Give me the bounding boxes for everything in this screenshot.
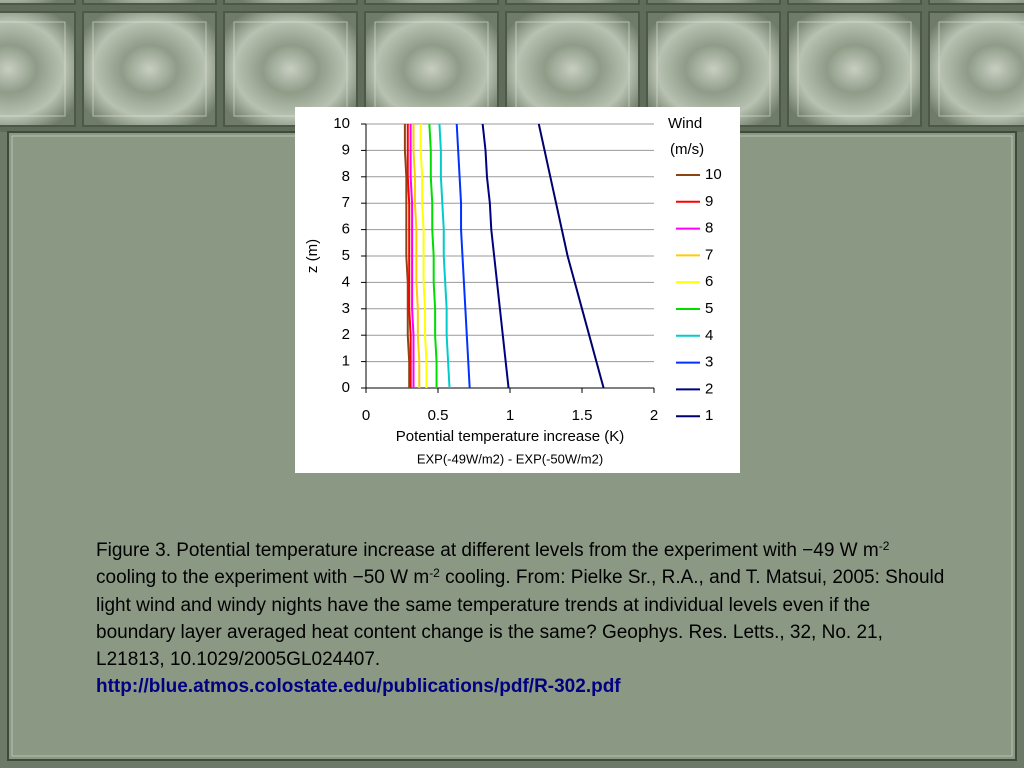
legend-title: Wind xyxy=(668,115,702,132)
chart-subtitle: EXP(-49W/m2) - EXP(-50W/m2) xyxy=(417,451,603,466)
data-line xyxy=(419,124,428,388)
legend-label: 5 xyxy=(705,300,713,317)
legend-label: 7 xyxy=(705,246,713,263)
legend-label: 3 xyxy=(705,354,713,371)
x-tick-label: 0.5 xyxy=(428,407,449,424)
y-tick-label: 4 xyxy=(342,273,350,290)
x-tick-label: 1.5 xyxy=(572,407,593,424)
y-tick-label: 3 xyxy=(342,300,350,317)
chart-background xyxy=(295,107,740,473)
legend-label: 1 xyxy=(705,407,713,424)
legend-label: 8 xyxy=(705,220,713,237)
data-line xyxy=(409,124,415,388)
y-tick-label: 7 xyxy=(342,194,350,211)
y-tick-label: 2 xyxy=(342,326,350,343)
data-line xyxy=(406,124,412,388)
superscript: -2 xyxy=(429,566,440,581)
caption-text: cooling to the experiment with −50 W m xyxy=(96,567,430,589)
y-tick-label: 1 xyxy=(342,353,350,370)
superscript: -2 xyxy=(878,539,890,553)
x-tick-label: 2 xyxy=(650,407,658,424)
y-tick-label: 10 xyxy=(333,115,350,132)
y-tick-label: 6 xyxy=(342,221,350,238)
x-tick-label: 0 xyxy=(362,407,370,424)
legend-label: 6 xyxy=(705,273,713,290)
data-line xyxy=(537,123,605,389)
y-tick-label: 0 xyxy=(342,379,350,396)
y-tick-label: 8 xyxy=(342,168,350,185)
legend-title: (m/s) xyxy=(670,141,704,158)
x-axis-label: Potential temperature increase (K) xyxy=(396,428,624,445)
data-line xyxy=(438,123,451,389)
x-tick-label: 1 xyxy=(506,407,514,424)
legend-label: 10 xyxy=(705,166,722,183)
source-link[interactable]: http://blue.atmos.colostate.edu/publicat… xyxy=(96,676,621,698)
data-line xyxy=(455,123,471,389)
data-line xyxy=(412,124,421,388)
legend-label: 2 xyxy=(705,380,713,397)
caption-text: cooling. From: Pielke Sr., R.A., and T. … xyxy=(96,567,945,671)
y-tick-label: 9 xyxy=(342,141,350,158)
legend-label: 4 xyxy=(705,327,713,344)
caption: Figure 3. Potential temperature increase… xyxy=(96,537,946,701)
y-tick-label: 5 xyxy=(342,247,350,264)
caption-text: Figure 3. Potential temperature increase… xyxy=(96,540,879,561)
legend-label: 9 xyxy=(705,193,713,210)
data-line xyxy=(481,123,510,389)
y-axis-label: z (m) xyxy=(304,239,321,273)
data-line xyxy=(428,123,438,388)
data-line xyxy=(403,124,411,388)
